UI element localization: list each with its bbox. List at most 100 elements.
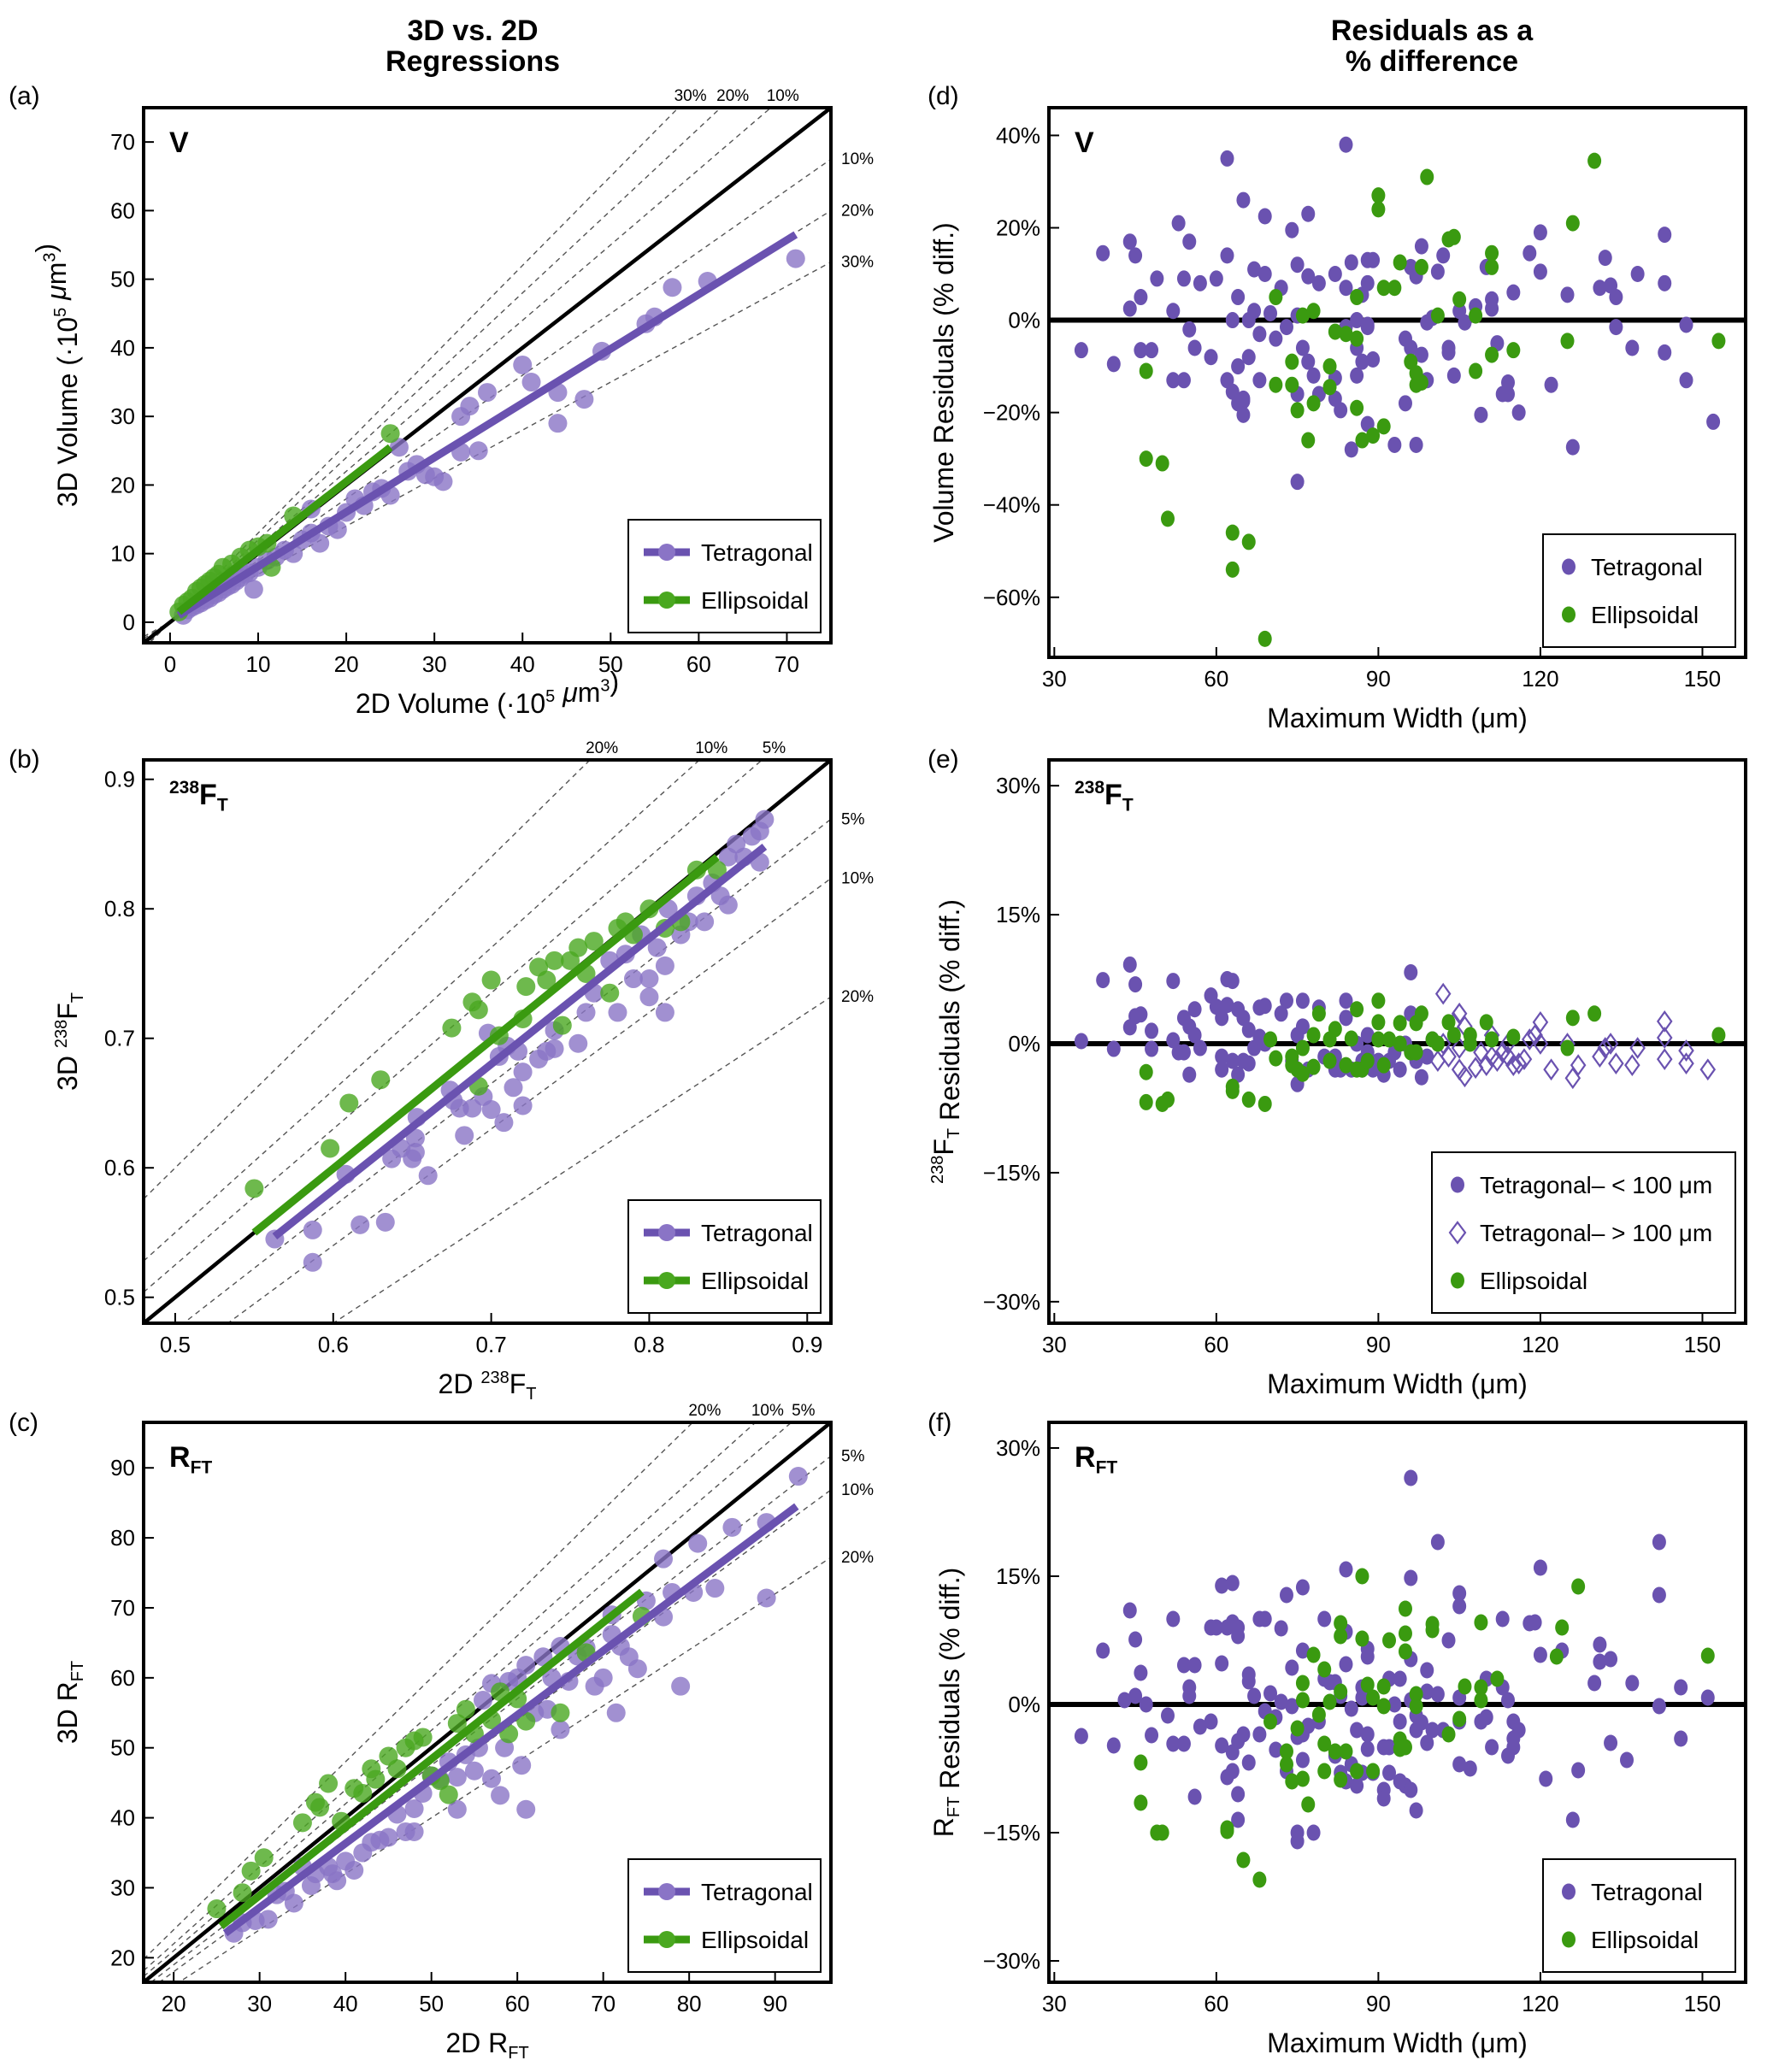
- data-point: [1241, 1754, 1256, 1771]
- data-point: [1404, 339, 1418, 356]
- data-point: [1096, 972, 1110, 989]
- data-point: [460, 397, 480, 416]
- data-point: [1252, 372, 1267, 389]
- panel-label-f: (f): [928, 1409, 952, 1437]
- legend-marker: [658, 544, 675, 561]
- data-point: [1371, 1031, 1386, 1048]
- data-point: [1225, 561, 1240, 578]
- data-point: [1587, 1675, 1602, 1692]
- data-point: [1171, 215, 1186, 232]
- data-point: [574, 390, 594, 409]
- data-point: [310, 1798, 330, 1817]
- data-point: [1571, 1762, 1586, 1779]
- data-point: [1469, 362, 1483, 380]
- data-point: [1609, 319, 1623, 336]
- data-point: [1301, 1717, 1316, 1734]
- x-tick-label: 90: [1366, 1991, 1391, 2016]
- data-point: [1220, 150, 1234, 167]
- data-point: [1350, 1722, 1364, 1739]
- data-point: [1474, 406, 1488, 423]
- data-point: [1139, 1696, 1153, 1713]
- data-point: [1414, 374, 1428, 391]
- data-point: [1279, 1743, 1293, 1760]
- legend-box: [1431, 1151, 1736, 1314]
- data-point: [464, 1761, 484, 1781]
- data-point: [1506, 284, 1521, 301]
- x-axis-label: 2D Volume (·105 μm3): [356, 666, 619, 719]
- data-point: [1317, 1763, 1332, 1780]
- data-point: [1371, 187, 1386, 204]
- data-point: [548, 414, 568, 433]
- y-axis-label: Volume Residuals (% diff.): [928, 222, 959, 543]
- data-point: [1241, 349, 1256, 366]
- data-point-diamond: [1678, 1039, 1694, 1062]
- plot-area: [144, 108, 831, 643]
- data-point: [1285, 376, 1299, 393]
- data-point: [1295, 1692, 1310, 1709]
- data-point: [1533, 224, 1547, 241]
- data-point: [1463, 1027, 1477, 1044]
- data-point: [1398, 1625, 1412, 1642]
- data-point: [1544, 376, 1558, 393]
- data-point: [1182, 1066, 1197, 1083]
- right-column-title: Residuals as a % difference: [1175, 15, 1688, 77]
- data-point: [584, 932, 604, 951]
- data-point: [327, 1871, 347, 1891]
- data-point: [303, 1220, 322, 1239]
- data-point: [1295, 1065, 1310, 1082]
- data-point: [1306, 303, 1321, 320]
- data-point: [1376, 1790, 1391, 1807]
- data-point: [1252, 326, 1267, 343]
- data-point: [1258, 208, 1272, 225]
- data-point: [1355, 1568, 1369, 1585]
- data-point: [1295, 1039, 1310, 1057]
- y-tick-label: 60: [110, 1665, 135, 1691]
- data-point: [404, 1822, 424, 1841]
- data-point: [705, 1579, 725, 1598]
- x-tick-label: 50: [598, 651, 623, 677]
- data-point: [1409, 1802, 1423, 1819]
- x-tick-label: 80: [677, 1991, 702, 2016]
- data-point: [1533, 1646, 1547, 1663]
- panel-annotation: 238FT: [1075, 778, 1134, 815]
- data-point: [1263, 304, 1278, 321]
- data-point: [310, 533, 330, 553]
- data-point: [1414, 346, 1428, 363]
- guide-label-above-20pct: 20%: [688, 1402, 721, 1420]
- data-point: [413, 1728, 433, 1747]
- data-point: [1452, 1585, 1467, 1602]
- data-point: [1328, 1021, 1342, 1038]
- data-point: [1215, 1061, 1229, 1078]
- data-point: [1549, 1648, 1564, 1665]
- data-point: [1382, 1739, 1397, 1756]
- data-point: [1446, 367, 1461, 384]
- data-point: [1414, 258, 1428, 275]
- legend-box: [627, 519, 822, 633]
- data-point: [1355, 353, 1369, 370]
- data-point: [1506, 342, 1521, 359]
- data-point: [1193, 1718, 1207, 1735]
- series-ellipsoidal: [1134, 1568, 1715, 1888]
- plot-frame: [1047, 1421, 1747, 1984]
- data-point: [1306, 1027, 1321, 1044]
- data-point: [1106, 1737, 1121, 1754]
- y-tick-label: −15%: [983, 1820, 1040, 1845]
- legend-label: Tetragonal: [701, 539, 813, 566]
- data-point: [1711, 1027, 1726, 1044]
- data-point: [1134, 1664, 1148, 1681]
- data-point-diamond: [1629, 1037, 1646, 1059]
- data-point: [1533, 1559, 1547, 1576]
- data-point: [1285, 353, 1299, 370]
- x-tick-label: 120: [1522, 666, 1558, 692]
- data-point: [1328, 323, 1342, 340]
- data-point: [1225, 1052, 1240, 1069]
- data-point: [1225, 973, 1240, 990]
- data-point-diamond: [1505, 1054, 1522, 1077]
- data-point: [1711, 333, 1726, 350]
- data-point: [1452, 1710, 1467, 1728]
- data-point: [545, 951, 564, 970]
- data-point: [1366, 251, 1381, 268]
- data-point: [1609, 289, 1623, 306]
- legend-label: Tetragonal: [701, 1220, 813, 1246]
- data-point: [1274, 1693, 1288, 1710]
